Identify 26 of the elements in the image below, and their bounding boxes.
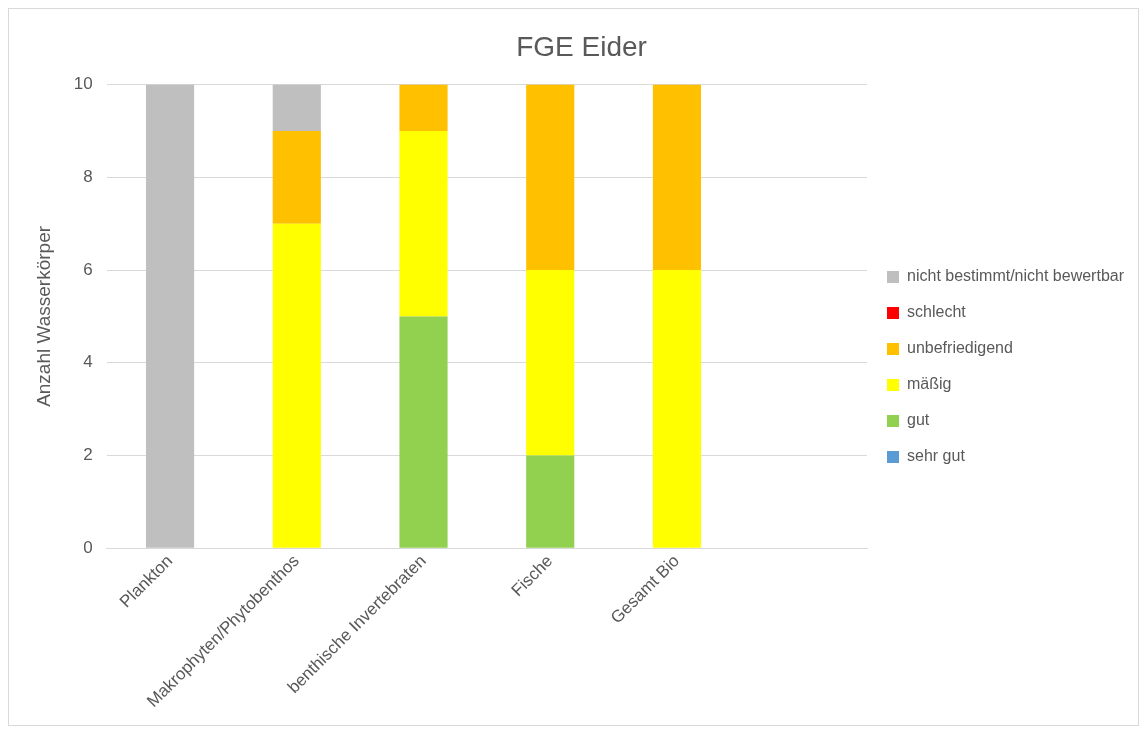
y-tick-label: 2 xyxy=(83,445,93,465)
legend-label: schlecht xyxy=(907,303,967,321)
bar xyxy=(652,270,702,548)
y-tick-label: 10 xyxy=(73,74,93,94)
bar xyxy=(399,316,448,548)
legend-label: mäßig xyxy=(907,375,952,393)
bar xyxy=(526,455,575,548)
bar xyxy=(272,223,321,548)
bar xyxy=(526,270,575,456)
y-tick-label: 4 xyxy=(83,352,93,372)
y-tick-label: 6 xyxy=(83,259,93,279)
chart-title: FGE Eider xyxy=(516,30,647,62)
y-tick-label: 8 xyxy=(83,167,93,187)
y-tick-label: 0 xyxy=(83,537,93,557)
legend-label: gut xyxy=(907,411,930,429)
legend-label: nicht bestimmt/nicht bewertbar xyxy=(907,267,1125,285)
bar xyxy=(399,84,448,131)
legend-label: sehr gut xyxy=(907,447,966,465)
bar xyxy=(272,130,321,224)
legend-label: unbefriedigend xyxy=(907,339,1013,357)
bar xyxy=(652,84,702,271)
bar xyxy=(399,130,448,317)
y-axis-title: Anzahl Wasserkörper xyxy=(32,225,54,407)
bar xyxy=(526,84,575,271)
bar xyxy=(272,84,321,131)
bar xyxy=(145,84,195,548)
